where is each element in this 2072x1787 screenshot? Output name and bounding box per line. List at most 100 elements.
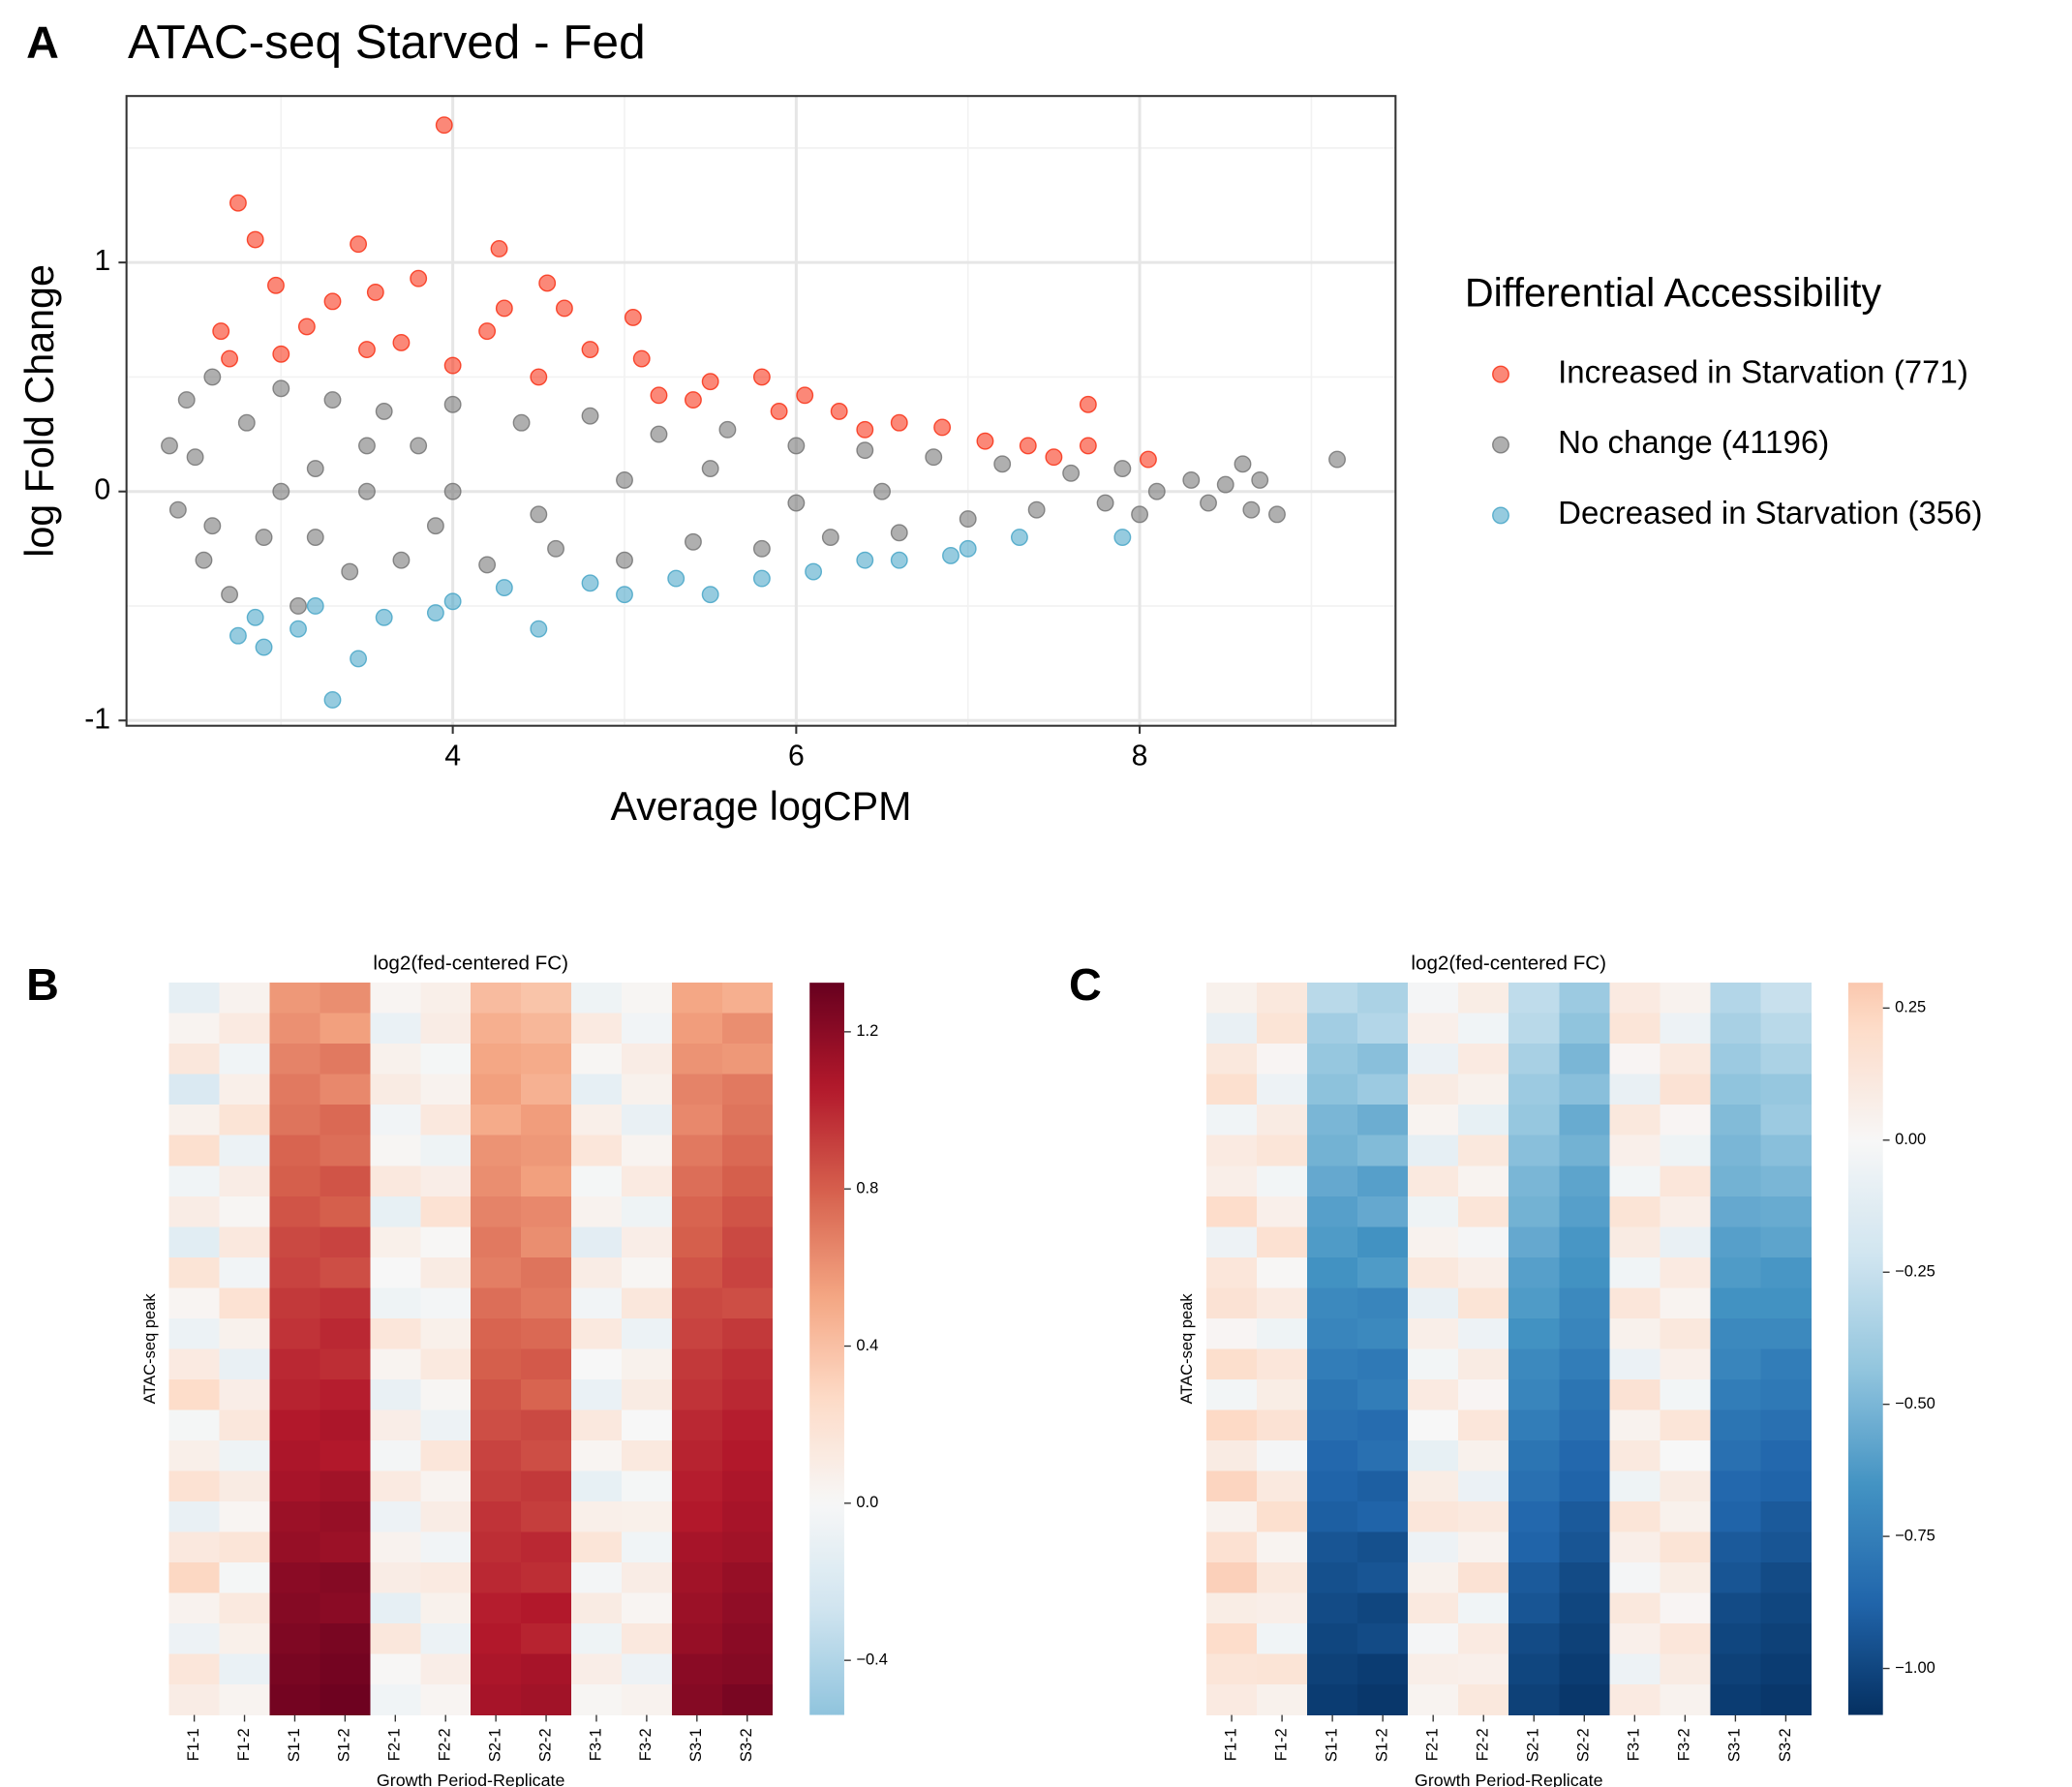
cell: [1357, 1166, 1409, 1197]
cell: [219, 1227, 270, 1258]
cell: [1660, 983, 1711, 1015]
point: [752, 368, 771, 386]
cell: [571, 1653, 623, 1685]
cell: [1710, 1623, 1761, 1654]
point: [581, 407, 599, 425]
cell: [1609, 1257, 1661, 1288]
point: [752, 539, 771, 558]
cell: [269, 1196, 320, 1227]
cell: [621, 1105, 673, 1136]
cell: [471, 1196, 522, 1227]
cell: [571, 1257, 623, 1288]
cell: [1710, 1378, 1761, 1410]
cell: [1357, 1653, 1409, 1685]
cell: [1609, 1196, 1661, 1227]
cell: [1206, 1287, 1258, 1319]
cell: [1307, 1409, 1358, 1441]
colorbar-tick-label: 1.2: [856, 1022, 878, 1040]
point: [212, 322, 230, 341]
chart-title: log2(fed-centered FC): [1411, 952, 1606, 974]
cell: [1307, 1287, 1358, 1319]
cell: [420, 1623, 472, 1654]
cell: [1609, 1044, 1661, 1075]
cell: [1307, 1470, 1358, 1502]
x-tick-label: S1-1: [286, 1728, 303, 1762]
cell: [1660, 1044, 1711, 1075]
cell: [621, 1378, 673, 1410]
cell: [521, 1227, 572, 1258]
cell: [370, 1257, 421, 1288]
cell: [269, 1500, 320, 1532]
cell: [1710, 1439, 1761, 1471]
cell: [168, 1531, 220, 1563]
point: [1242, 500, 1261, 519]
cell: [1307, 1105, 1358, 1136]
cell: [471, 1013, 522, 1045]
cell: [269, 1409, 320, 1441]
cell: [1257, 1592, 1308, 1624]
point: [1113, 529, 1132, 546]
cell: [1710, 1409, 1761, 1441]
cell: [1357, 1013, 1409, 1045]
x-tick-label: F2-1: [386, 1728, 404, 1761]
legend-label: Decreased in Starvation (356): [1558, 495, 1982, 530]
cell: [1660, 1653, 1711, 1685]
cell: [1257, 1013, 1308, 1045]
point: [1019, 437, 1037, 455]
cell: [1307, 1135, 1358, 1166]
cell: [1307, 1439, 1358, 1471]
point: [246, 608, 264, 626]
y-tick-label: 0: [94, 474, 110, 506]
cell: [1206, 1227, 1258, 1258]
point: [375, 402, 393, 420]
cell: [420, 1409, 472, 1441]
cell: [571, 1561, 623, 1593]
cell: [1660, 1196, 1711, 1227]
cell: [621, 1257, 673, 1288]
cell: [1357, 1531, 1409, 1563]
cell: [219, 1044, 270, 1075]
cell: [521, 1074, 572, 1106]
cell: [1609, 1074, 1661, 1106]
cell: [320, 1684, 371, 1715]
cell: [420, 983, 472, 1015]
cell: [1609, 1105, 1661, 1136]
cell: [1257, 1287, 1308, 1319]
cell: [420, 1227, 472, 1258]
point: [229, 626, 247, 645]
cell: [471, 1105, 522, 1136]
cell: [571, 1623, 623, 1654]
cell: [219, 1684, 270, 1715]
cell: [168, 1257, 220, 1288]
cell: [621, 1318, 673, 1349]
cell: [1760, 1105, 1812, 1136]
cell: [1559, 1684, 1610, 1715]
cell: [1760, 1318, 1812, 1349]
point: [787, 437, 806, 455]
point: [530, 505, 548, 524]
cell: [370, 1684, 421, 1715]
cell: [1257, 983, 1308, 1015]
cell: [420, 1074, 472, 1106]
cell: [219, 1196, 270, 1227]
cell: [1710, 1653, 1761, 1685]
point: [426, 604, 444, 622]
cell: [671, 1013, 723, 1045]
x-tick-label: 6: [788, 741, 805, 772]
cell: [1357, 1378, 1409, 1410]
cell: [1508, 1439, 1560, 1471]
cell: [1257, 1105, 1308, 1136]
cell: [1206, 1439, 1258, 1471]
legend-marker: [1492, 506, 1509, 525]
point: [616, 470, 633, 489]
cell: [1660, 1257, 1711, 1288]
cell: [1559, 1500, 1610, 1532]
series-group: [229, 529, 1132, 709]
cell: [471, 1074, 522, 1106]
cell: [671, 1439, 723, 1471]
point: [1216, 475, 1234, 494]
cell: [1760, 1531, 1812, 1563]
point: [272, 379, 290, 398]
cell: [1609, 1318, 1661, 1349]
panel-label: B: [26, 959, 59, 1010]
